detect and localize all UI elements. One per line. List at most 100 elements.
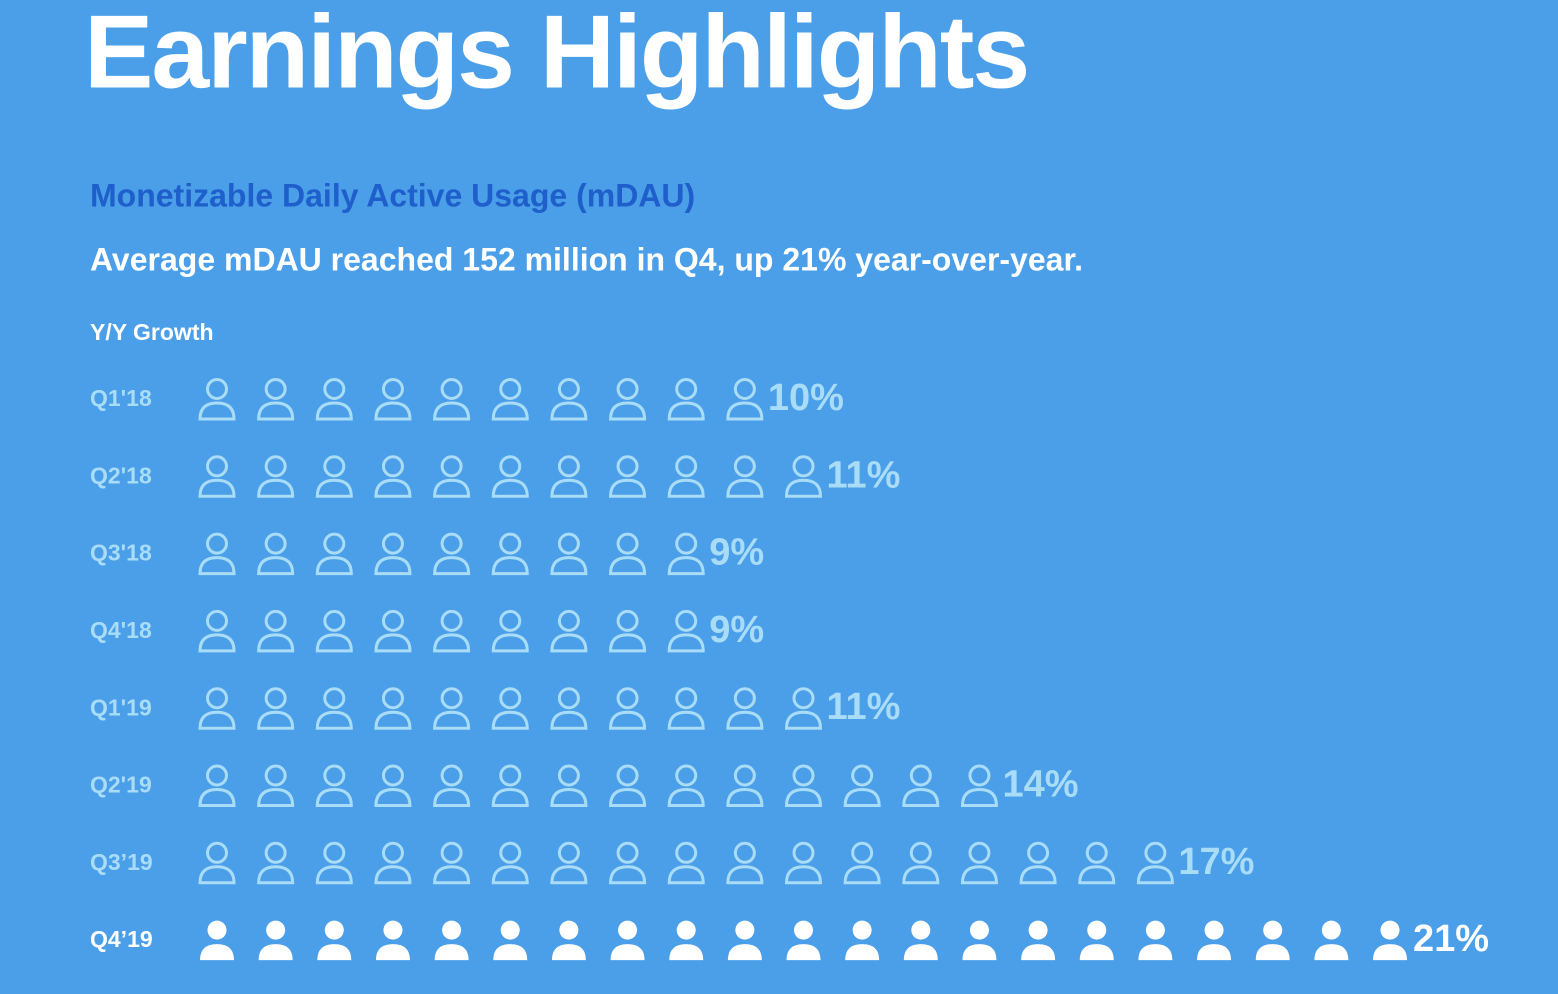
icon-body [550,787,588,807]
icon-head [206,841,228,864]
icon-head [909,764,932,787]
icon-body [726,787,764,807]
icon-head [323,841,346,864]
icon-body [374,401,412,421]
icon-head [381,609,404,632]
icon-head [206,455,228,478]
icon-head [794,920,813,940]
icon-body [669,944,704,961]
icon-row [198,687,823,730]
icon-head [851,764,874,787]
icon-head [675,764,698,787]
icon-body [843,865,881,885]
icon-body [550,478,588,498]
icon-body [491,633,529,653]
icon-head [499,841,522,864]
icon-body [786,944,821,961]
icon-body [198,787,236,807]
icon-row [198,378,764,421]
icon-head [792,455,815,478]
icon-body [315,478,353,498]
icon-body [198,710,236,730]
icon-head [909,841,932,864]
icon-head [206,687,228,710]
category-label: Q4’19 [90,926,153,952]
icon-body [726,865,764,885]
icon-head [383,920,403,940]
icon-head [557,609,580,632]
icon-body [434,944,469,961]
icon-body [491,865,529,885]
icon-head [735,920,755,940]
icon-body [609,633,647,653]
icon-head [969,920,989,940]
icon-body [198,865,236,885]
icon-body [317,944,352,961]
icon-head [733,455,756,478]
icon-body [491,556,529,576]
icon-body [257,478,295,498]
icon-head [616,378,639,400]
icon-head [206,764,228,787]
icon-body [550,556,588,576]
icon-head [442,920,462,940]
icon-row [198,609,705,653]
icon-body [726,401,764,421]
icon-body [550,865,588,885]
icon-head [616,455,639,478]
category-label: Q1'18 [90,385,152,411]
icon-head [676,920,696,940]
icon-body [198,401,236,421]
icon-body [257,633,295,653]
icon-body [491,478,529,498]
icon-head [1263,920,1283,940]
icon-body [1255,944,1290,961]
icon-body [610,944,645,961]
icon-head [616,609,639,632]
value-label: 17% [1178,841,1254,883]
icon-head [381,841,404,864]
icon-body [315,633,353,653]
icon-head [557,455,580,478]
value-label: 11% [827,454,901,496]
icon-body [727,944,762,961]
icon-body [257,401,295,421]
icon-body [374,478,412,498]
icon-head [381,687,404,710]
icon-head [733,841,756,864]
value-label: 11% [827,686,901,728]
icon-body [1079,944,1114,961]
icon-body [960,787,998,807]
icon-head [559,920,579,940]
icon-body [257,710,295,730]
icon-head [968,841,991,864]
icon-body [433,401,471,421]
icon-head [500,920,520,940]
icon-body [1078,865,1116,885]
icon-row [198,455,823,498]
icon-head [206,609,228,632]
icon-body [726,478,764,498]
category-label: Q2'18 [90,462,152,488]
icon-body [258,944,293,961]
icon-body [902,787,940,807]
icon-body [374,710,412,730]
icon-body [315,865,353,885]
icon-head [381,378,404,400]
icon-body [667,633,705,653]
icon-head [616,841,639,864]
icon-body [433,710,471,730]
icon-head [1085,841,1108,864]
icon-body [609,478,647,498]
value-label: 9% [709,609,764,651]
icon-body [198,633,236,653]
icon-body [374,787,412,807]
category-label: Q1'19 [90,694,152,720]
icon-body [667,556,705,576]
icon-head [557,532,580,555]
icon-head [1027,841,1050,864]
icon-body [784,865,823,885]
icon-body [1197,944,1232,961]
